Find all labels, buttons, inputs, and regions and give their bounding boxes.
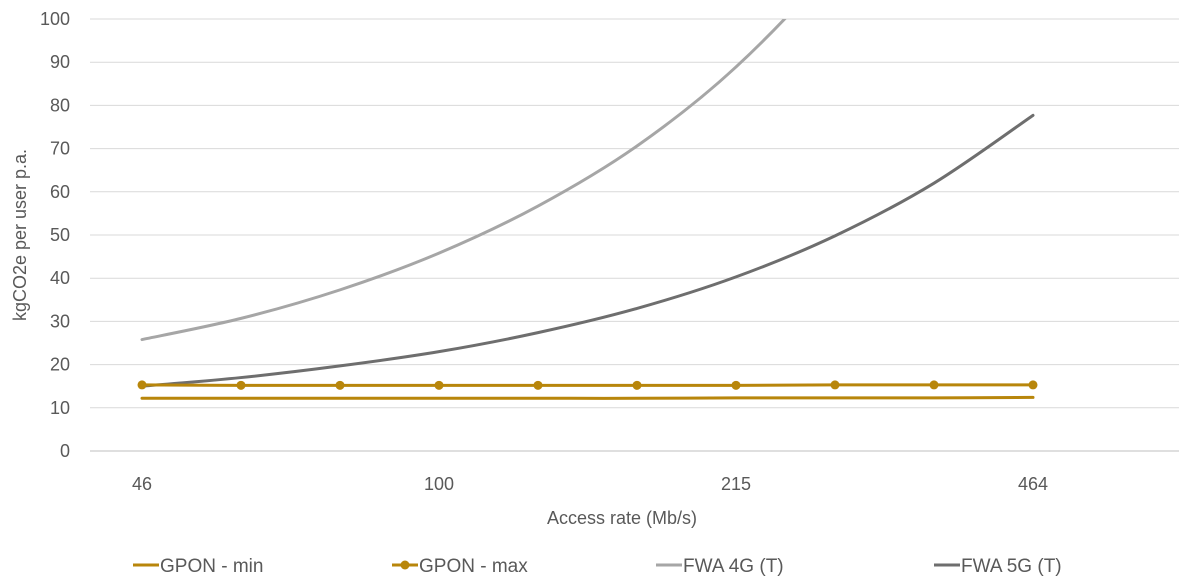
y-axis-label: kgCO2e per user p.a. (10, 149, 30, 321)
series-line-gpon-min (140, 395, 1035, 400)
legend-item-gpon-min: GPON - min (133, 556, 263, 577)
gridlines (90, 18, 1179, 452)
y-tick-label: 80 (50, 95, 70, 115)
data-point-gpon-max (731, 380, 741, 390)
legend-marker (400, 560, 410, 570)
data-point-gpon-max (236, 380, 246, 390)
legend-label: GPON - min (160, 556, 263, 577)
legend-item-fwa-4g-t: FWA 4G (T) (656, 556, 784, 577)
y-axis-ticks: 0 10 20 30 40 50 60 70 80 90 100 (40, 9, 70, 461)
data-point-gpon-max (335, 380, 345, 390)
legend-label: FWA 4G (T) (683, 556, 784, 577)
legend-label: FWA 5G (T) (961, 556, 1062, 577)
y-tick-label: 60 (50, 182, 70, 202)
y-tick-label: 0 (60, 441, 70, 461)
series-line-fwa-4g-t (140, 19, 787, 342)
x-tick-label: 215 (721, 474, 751, 494)
data-point-gpon-max (137, 380, 147, 390)
data-point-gpon-max (632, 380, 642, 390)
legend-item-fwa-5g-t: FWA 5G (T) (934, 556, 1062, 577)
y-tick-label: 10 (50, 398, 70, 418)
y-tick-label: 20 (50, 355, 70, 375)
y-tick-label: 90 (50, 52, 70, 72)
y-tick-label: 100 (40, 9, 70, 29)
y-tick-label: 40 (50, 268, 70, 288)
y-tick-label: 50 (50, 225, 70, 245)
data-point-gpon-max (1028, 380, 1038, 390)
legend: GPON - min GPON - max FWA 4G (T) FWA 5G (T) (133, 556, 1062, 577)
y-tick-label: 30 (50, 311, 70, 331)
legend-item-gpon-max: GPON - max (392, 556, 528, 577)
marker-layer (137, 380, 1038, 390)
legend-label: GPON - max (419, 556, 528, 577)
data-point-gpon-max (434, 380, 444, 390)
x-tick-label: 46 (132, 474, 152, 494)
series-layer (140, 19, 1035, 400)
data-point-gpon-max (830, 380, 840, 390)
x-axis-ticks: 46 100 215 464 (132, 474, 1048, 494)
y-tick-label: 70 (50, 139, 70, 159)
series-line-fwa-5g-t (140, 113, 1035, 388)
x-tick-label: 464 (1018, 474, 1048, 494)
x-axis-label: Access rate (Mb/s) (547, 508, 697, 528)
data-point-gpon-max (533, 380, 543, 390)
x-tick-label: 100 (424, 474, 454, 494)
data-point-gpon-max (929, 380, 939, 390)
